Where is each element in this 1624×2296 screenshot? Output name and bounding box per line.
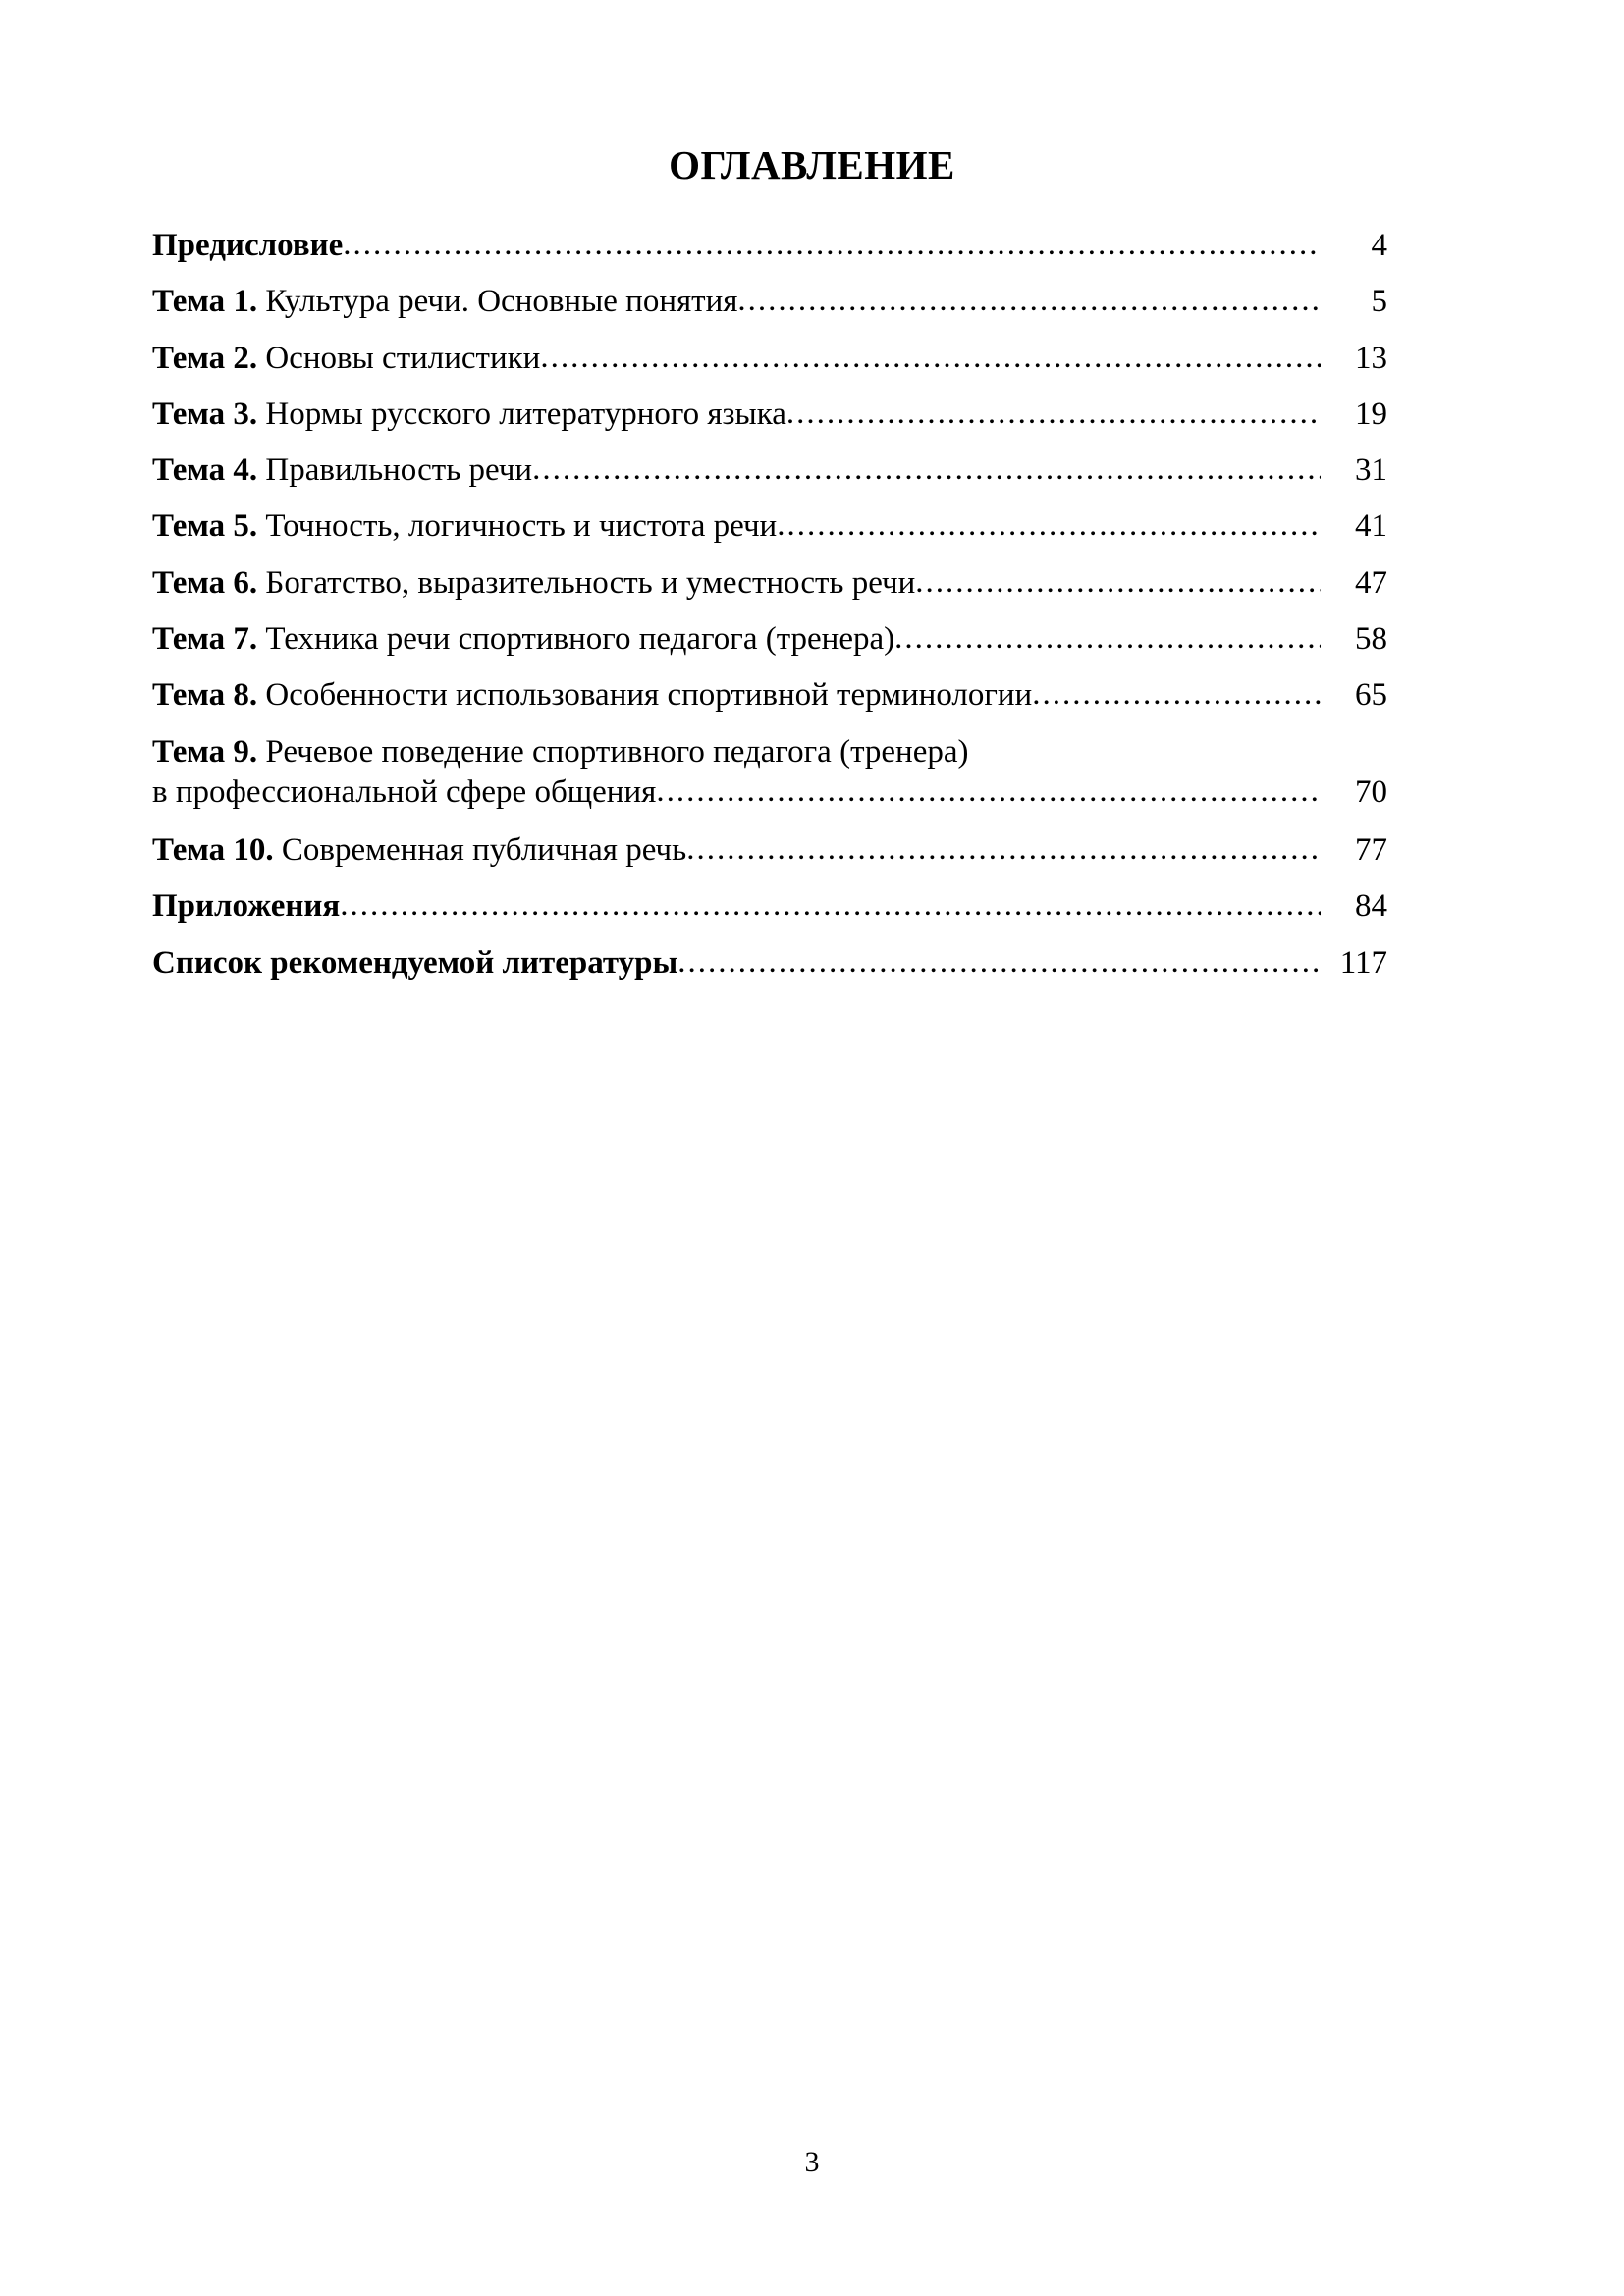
toc-dot-leader: ........................................… bbox=[1032, 676, 1321, 713]
toc-entry-label: Тема 3. Нормы русского литературного язы… bbox=[152, 397, 786, 433]
toc-entry-title: Техника речи спортивного педагога (трене… bbox=[257, 620, 895, 657]
toc-entry-label: Тема 2. Основы стилистики bbox=[152, 341, 540, 377]
toc-entry-number: Список рекомендуемой литературы bbox=[152, 944, 678, 981]
toc-entry-line-continued: в профессиональной сфере общения........… bbox=[152, 774, 1387, 811]
toc-entry-title: Богатство, выразительность и уместность … bbox=[257, 564, 916, 601]
toc-dot-leader: ........................................… bbox=[343, 227, 1321, 262]
toc-entry-line: Тема 4. Правильность речи...............… bbox=[152, 452, 1387, 489]
toc-entry-label: Тема 4. Правильность речи bbox=[152, 453, 532, 489]
toc-page-number: 117 bbox=[1339, 944, 1387, 981]
toc-entry[interactable]: Тема 9. Речевое поведение спортивного пе… bbox=[152, 734, 1387, 812]
toc-entry[interactable]: Тема 8. Особенности использования спорти… bbox=[152, 676, 1387, 714]
toc-entry-line: Тема 5. Точность, логичность и чистота р… bbox=[152, 507, 1387, 545]
toc-dot-leader: ........................................… bbox=[785, 395, 1321, 431]
toc-dot-leader: ........................................… bbox=[340, 887, 1321, 924]
toc-entry-number: Тема 1. bbox=[152, 284, 258, 320]
toc-page-number: 31 bbox=[1355, 453, 1387, 489]
toc-entry-line: Предисловие.............................… bbox=[152, 227, 1388, 264]
toc-entry-title: Нормы русского литературного языка bbox=[257, 396, 786, 432]
toc-dot-leader: ........................................… bbox=[777, 507, 1321, 544]
toc-entry-line: Тема 7. Техника речи спортивного педагог… bbox=[152, 619, 1387, 658]
toc-page-number: 77 bbox=[1355, 832, 1387, 869]
table-of-contents: Предисловие.............................… bbox=[152, 227, 1388, 1001]
toc-entry-line: Тема 6. Богатство, выразительность и уме… bbox=[152, 563, 1387, 602]
toc-dot-leader: ........................................… bbox=[532, 452, 1321, 488]
toc-entry[interactable]: Тема 6. Богатство, выразительность и уме… bbox=[152, 563, 1387, 602]
toc-entry-line: Список рекомендуемой литературы.........… bbox=[152, 943, 1387, 982]
toc-page-number: 4 bbox=[1371, 228, 1388, 263]
toc-entry-line: Приложения..............................… bbox=[152, 887, 1387, 925]
toc-entry-label: Тема 9. Речевое поведение спортивного пе… bbox=[152, 734, 968, 771]
toc-entry[interactable]: Тема 2. Основы стилистики...............… bbox=[152, 339, 1387, 377]
page-title: ОГЛАВЛЕНИЕ bbox=[669, 142, 955, 187]
toc-entry[interactable]: Тема 5. Точность, логичность и чистота р… bbox=[152, 507, 1387, 545]
toc-entry-label: Приложения bbox=[152, 888, 340, 925]
toc-entry-line: Тема 8. Особенности использования спорти… bbox=[152, 676, 1387, 714]
toc-page-number: 84 bbox=[1355, 888, 1387, 925]
toc-entry[interactable]: Тема 7. Техника речи спортивного педагог… bbox=[152, 619, 1387, 658]
toc-entry-label: Тема 6. Богатство, выразительность и уме… bbox=[152, 565, 915, 602]
toc-entry-title: Речевое поведение спортивного педагога (… bbox=[257, 733, 969, 770]
toc-entry-number: Приложения bbox=[152, 888, 341, 925]
toc-entry-number: Тема 6. bbox=[152, 564, 258, 601]
toc-entry-line: Тема 3. Нормы русского литературного язы… bbox=[152, 395, 1387, 433]
toc-entry-number: Предисловие bbox=[152, 228, 344, 263]
toc-entry-label: Список рекомендуемой литературы bbox=[152, 945, 677, 982]
toc-page-number: 47 bbox=[1355, 564, 1387, 601]
toc-dot-leader: ........................................… bbox=[737, 283, 1321, 319]
toc-entry-line: Тема 10. Современная публичная речь ....… bbox=[152, 831, 1387, 869]
toc-entry-title: Точность, логичность и чистота речи bbox=[257, 508, 778, 545]
toc-entry[interactable]: Приложения..............................… bbox=[152, 887, 1387, 925]
toc-entry-number: Тема 4. bbox=[152, 453, 258, 489]
toc-entry-number: Тема 5. bbox=[152, 508, 258, 545]
toc-entry[interactable]: Тема 10. Современная публичная речь ....… bbox=[152, 831, 1387, 869]
toc-entry-number: Тема 9. bbox=[152, 733, 258, 770]
toc-entry-label: Предисловие bbox=[152, 228, 343, 264]
toc-entry-title-continued: в профессиональной сфере общения bbox=[152, 774, 657, 810]
toc-page-number: 19 bbox=[1355, 396, 1387, 432]
toc-dot-leader: ........................................… bbox=[677, 943, 1321, 980]
toc-page-number: 58 bbox=[1355, 620, 1387, 657]
toc-entry[interactable]: Тема 1. Культура речи. Основные понятия.… bbox=[152, 283, 1388, 320]
toc-entry[interactable]: Список рекомендуемой литературы.........… bbox=[152, 943, 1387, 982]
toc-entry-title: Особенности использования спортивной тер… bbox=[257, 677, 1033, 714]
toc-entry[interactable]: Предисловие.............................… bbox=[152, 227, 1388, 264]
toc-entry-number: Тема 2. bbox=[152, 340, 258, 376]
toc-page-number: 5 bbox=[1371, 284, 1388, 320]
toc-entry-line: Тема 9. Речевое поведение спортивного пе… bbox=[152, 734, 1387, 771]
toc-entry-label: Тема 5. Точность, логичность и чистота р… bbox=[152, 508, 777, 545]
toc-entry-line: Тема 1. Культура речи. Основные понятия.… bbox=[152, 283, 1388, 320]
toc-entry-number: Тема 7. bbox=[152, 620, 258, 657]
toc-entry-label: Тема 7. Техника речи спортивного педагог… bbox=[152, 621, 894, 658]
toc-entry-title: Основы стилистики bbox=[257, 340, 541, 376]
toc-page-number: 65 bbox=[1355, 677, 1387, 714]
toc-entry-label: Тема 8. Особенности использования спорти… bbox=[152, 677, 1032, 714]
toc-dot-leader: ........................................… bbox=[656, 773, 1321, 809]
toc-entry-title: Культура речи. Основные понятия bbox=[257, 284, 738, 320]
footer-page-number: 3 bbox=[804, 2146, 820, 2178]
toc-dot-leader: ........................................… bbox=[894, 619, 1321, 656]
toc-entry-title: Современная публичная речь bbox=[273, 832, 687, 869]
toc-entry[interactable]: Тема 4. Правильность речи...............… bbox=[152, 452, 1387, 489]
toc-page-number: 13 bbox=[1355, 340, 1387, 376]
toc-dot-leader: ........................................… bbox=[915, 563, 1321, 600]
toc-page-number: 41 bbox=[1355, 508, 1387, 545]
toc-entry-title: Правильность речи bbox=[257, 453, 533, 489]
toc-entry-number: Тема 3. bbox=[152, 396, 258, 432]
toc-dot-leader: ........................................… bbox=[686, 831, 1321, 868]
toc-page-number: 70 bbox=[1355, 774, 1387, 810]
toc-entry-number: Тема 8. bbox=[152, 677, 258, 714]
toc-entry-number: Тема 10. bbox=[152, 832, 274, 869]
toc-entry-label: Тема 10. Современная публичная речь bbox=[152, 832, 686, 869]
toc-entry-line: Тема 2. Основы стилистики...............… bbox=[152, 339, 1387, 377]
toc-entry-label: Тема 1. Культура речи. Основные понятия bbox=[152, 284, 737, 320]
toc-dot-leader: ........................................… bbox=[540, 339, 1321, 375]
toc-entry[interactable]: Тема 3. Нормы русского литературного язы… bbox=[152, 395, 1387, 433]
